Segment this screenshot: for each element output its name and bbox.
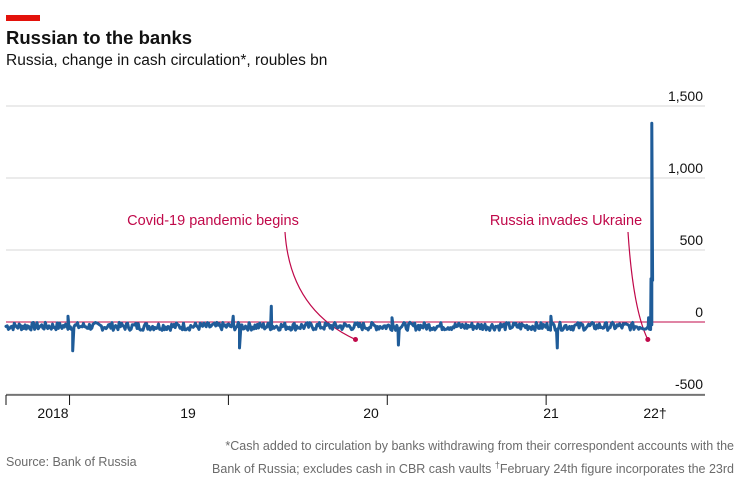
x-tick-label: 21 — [543, 405, 559, 421]
y-tick-label: 1,500 — [668, 88, 703, 104]
annotation-label: Russia invades Ukraine — [490, 213, 642, 229]
chart-subtitle: Russia, change in cash circulation*, rou… — [6, 52, 328, 69]
footnote-line-2b: February 24th figure incorporates the 23… — [499, 462, 734, 477]
source-note: Source: Bank of Russia — [6, 455, 137, 469]
footnote: *Cash added to circulation by banks with… — [212, 437, 734, 479]
annotation-dot — [645, 337, 651, 343]
footnote-line-2a: Bank of Russia; excludes cash in CBR cas… — [212, 462, 495, 477]
chart-title: Russian to the banks — [6, 27, 193, 48]
x-tick-label: 20 — [363, 405, 379, 421]
footnote-line-1: *Cash added to circulation by banks with… — [225, 439, 734, 453]
y-tick-label: 1,000 — [668, 160, 703, 176]
x-tick-label: 2018 — [37, 405, 68, 421]
footnote-dagger: † — [494, 460, 500, 470]
y-tick-label: -500 — [675, 376, 703, 392]
annotation-leader-line — [627, 231, 649, 340]
y-tick-label: 0 — [695, 304, 703, 320]
brand-accent-bar — [6, 15, 40, 21]
annotation-leader-line — [284, 231, 356, 341]
footnote-line-2: Bank of Russia; excludes cash in CBR cas… — [212, 456, 734, 479]
x-tick-label: 22† — [643, 405, 666, 421]
x-tick-label: 19 — [180, 405, 196, 421]
annotation-dot — [353, 337, 358, 343]
series-line-cash-circulation — [4, 121, 655, 353]
y-tick-label: 500 — [680, 232, 704, 248]
annotation-label: Covid-19 pandemic begins — [127, 213, 299, 229]
